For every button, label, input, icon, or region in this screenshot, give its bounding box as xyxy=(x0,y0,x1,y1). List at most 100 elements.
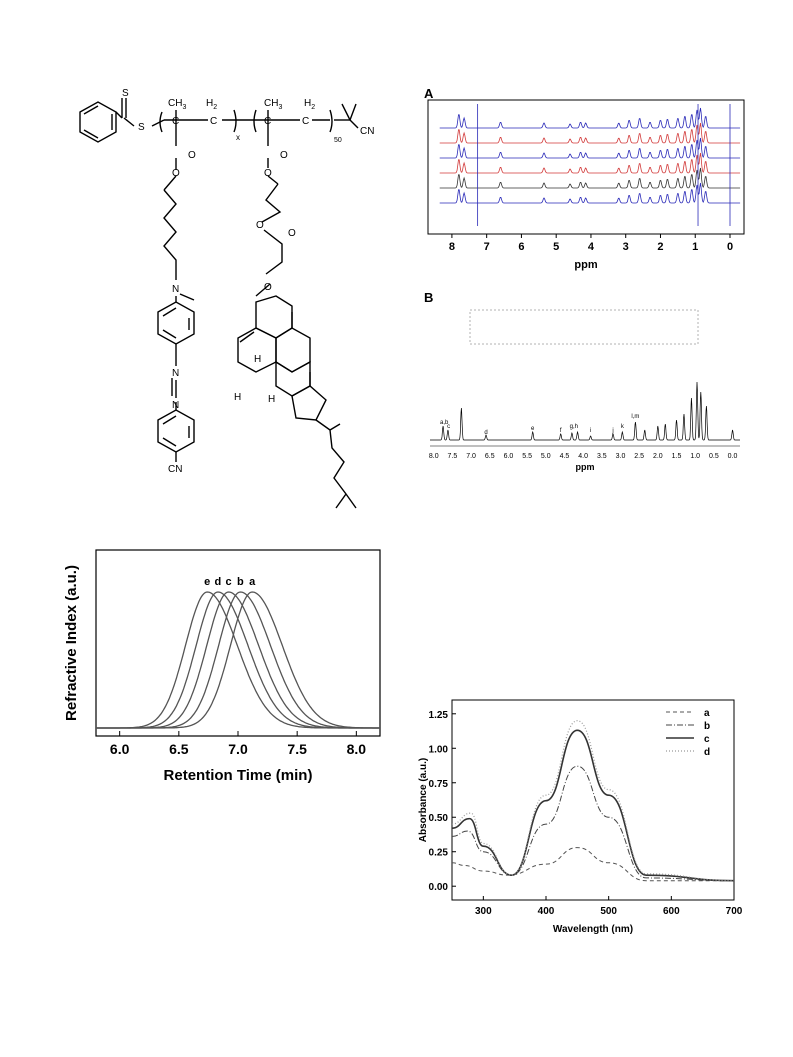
nmr-a-tick-label: 6 xyxy=(518,241,524,253)
nmr-b-peak-label: g,h xyxy=(570,424,578,430)
nmr-b-peak-label: a,b xyxy=(440,420,449,426)
gpc-series-line xyxy=(96,591,380,729)
nmr-b-tick-label: 7.5 xyxy=(448,453,458,460)
steroid-ring-d xyxy=(275,360,311,397)
nmr-a-spectrum xyxy=(439,182,741,204)
nmr-b-peak-label: f xyxy=(560,428,562,434)
nmr-b-tick-label: 2.5 xyxy=(634,453,644,460)
gpc-x-tick-label: 6.0 xyxy=(110,741,130,757)
gpc-series-label: c xyxy=(225,576,231,588)
nmr-b-tick-label: 4.0 xyxy=(578,453,588,460)
h2-second: H2 xyxy=(304,98,315,111)
nmr-b-label: B xyxy=(424,290,433,305)
nmr-a-spectrum xyxy=(439,152,741,174)
nmr-b-tick-label: 1.5 xyxy=(672,453,682,460)
n-azo-2: N xyxy=(172,400,179,411)
gpc-chart: 6.0 6.5 7.0 7.5 8.0 Retention Time (min) Refra… xyxy=(63,549,381,784)
o-single-2: O xyxy=(264,168,272,179)
sub-50: 50 xyxy=(334,137,342,144)
uv-y-tick-label: 0.00 xyxy=(429,882,449,893)
nmr-b-tick-label: 6.5 xyxy=(485,453,495,460)
nmr-a-label: A xyxy=(424,86,434,101)
uv-x-tick-label: 400 xyxy=(538,906,555,917)
nmr-b-tick-label: 0.5 xyxy=(709,453,719,460)
gpc-series-line xyxy=(96,591,380,729)
uv-x-tick-label: 500 xyxy=(600,906,617,917)
nmr-b-tick-label: 0.0 xyxy=(728,453,738,460)
nmr-b-peak-label: d xyxy=(484,430,487,436)
nmr-b-tick-label: 1.0 xyxy=(690,453,700,460)
s-dithio: S xyxy=(122,88,129,99)
ch3-left: CH3 xyxy=(168,98,186,111)
nmr-b-tick-label: 4.5 xyxy=(560,453,570,460)
o-single-1: O xyxy=(172,168,180,179)
gpc-series-label: d xyxy=(215,576,222,588)
steroid-ring-e xyxy=(291,385,327,421)
nmr-a-tick-label: 0 xyxy=(727,241,733,253)
uv-xlabel: Wavelength (nm) xyxy=(553,924,633,935)
nmr-b-tick-label: 7.0 xyxy=(466,453,476,460)
uv-y-tick-label: 1.00 xyxy=(429,744,449,755)
o-ester-3: O xyxy=(264,282,272,293)
nmr-a-tick-label: 3 xyxy=(623,241,629,253)
cn-azo: CN xyxy=(168,464,182,475)
gpc-x-tick-label: 6.5 xyxy=(169,741,189,757)
ch3-right: CH3 xyxy=(264,98,282,111)
uv-series-line xyxy=(451,847,734,882)
nmr-a-tick-label: 1 xyxy=(692,241,698,253)
polymer-structure: S S CH3 H2 C x CH3 H2 C C C 50 CN O O O … xyxy=(79,88,374,509)
uv-ylabel: Absorbance (a.u.) xyxy=(418,758,429,842)
n-azo-1: N xyxy=(172,368,179,379)
benzene-ring xyxy=(79,101,117,143)
nmr-b-tick-label: 5.5 xyxy=(522,453,532,460)
gpc-series-label: e xyxy=(204,576,210,588)
o-ester-2: O xyxy=(256,220,264,231)
nmr-b-tick-label: 5.0 xyxy=(541,453,551,460)
c-b: C xyxy=(302,116,309,127)
nmr-a-tick-label: 2 xyxy=(657,241,663,253)
nmr-a-tick-label: 4 xyxy=(588,241,595,253)
uv-y-tick-label: 0.25 xyxy=(429,848,449,859)
uv-plot-frame xyxy=(451,699,735,901)
nmr-b-tick-label: 8.0 xyxy=(429,453,439,460)
h-a: H xyxy=(254,354,261,365)
nmr-b-tick-label: 3.0 xyxy=(616,453,626,460)
nmr-a-spectrum xyxy=(439,137,741,159)
nmr-a-spectrum xyxy=(439,122,741,144)
c-a: C xyxy=(210,116,217,127)
nmr-a-spectrum xyxy=(439,107,741,129)
nmr-a-spectrum xyxy=(439,167,741,189)
gpc-series-line xyxy=(96,591,380,729)
nmr-b-spectrum xyxy=(430,381,740,441)
nmr-b-peak-label: k xyxy=(621,424,625,430)
nmr-b-xlabel: ppm xyxy=(576,462,595,472)
steroid-ring-b xyxy=(237,327,277,373)
nmr-a-tick-label: 7 xyxy=(484,241,490,253)
gpc-ylabel: Refractive Index (a.u.) xyxy=(63,565,80,721)
uv-legend-label: a xyxy=(704,708,710,719)
gpc-x-tick-label: 8.0 xyxy=(347,741,367,757)
uv-series-line xyxy=(451,765,735,882)
uv-series-line xyxy=(451,729,735,882)
nmr-a-tick-label: 8 xyxy=(449,241,455,253)
uv-vis-chart: 300 400 500 600 700 0.00 0.25 0.50 0.75 1.00 1.25 W… xyxy=(418,699,743,935)
nmr-b-tick-label: 3.5 xyxy=(597,453,607,460)
nmr-b-tick-label: 2.0 xyxy=(653,453,663,460)
nmr-b-structure-inset xyxy=(469,309,699,345)
nmr-b-peak-label: l,m xyxy=(631,414,639,420)
o-ester-2b: O xyxy=(288,228,296,239)
nmr-a-frame xyxy=(427,99,745,235)
h2-first: H2 xyxy=(206,98,217,111)
c-c: C xyxy=(172,116,179,127)
gpc-xlabel: Retention Time (min) xyxy=(164,767,313,784)
gpc-series-line xyxy=(96,591,380,729)
nmr-spectrum-b: B 8.0 7.5 7.0 6.5 6.0 5.5 5.0 4.5 4.0 3.5 3.0 2.5 2.0… xyxy=(424,290,740,472)
nmr-b-peak-label: c xyxy=(447,424,450,430)
uv-y-tick-label: 1.25 xyxy=(429,710,449,721)
uv-legend-label: d xyxy=(704,747,710,758)
uv-legend-label: b xyxy=(704,721,710,732)
h-b: H xyxy=(234,392,241,403)
uv-y-tick-label: 0.75 xyxy=(429,779,449,790)
x-sub: x xyxy=(236,133,240,142)
nmr-a-tick-label: 5 xyxy=(553,241,559,253)
